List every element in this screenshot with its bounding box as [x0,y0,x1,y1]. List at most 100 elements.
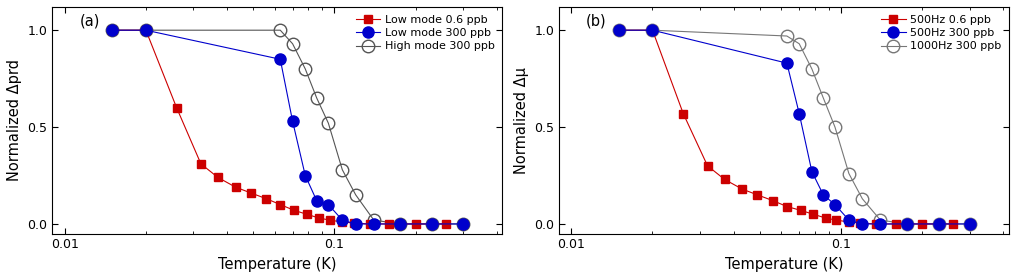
Low mode 300 ppb [368,222,380,226]
500Hz 0.6 ppb [701,164,713,167]
500Hz 0.6 ppb [718,178,731,181]
Low mode 0.6 ppb [274,203,287,206]
1000Hz 300 ppb [843,172,855,175]
High mode 300 ppb [106,28,118,32]
Low mode 0.6 ppb [383,222,395,226]
500Hz 300 ppb [806,170,818,173]
High mode 300 ppb [322,122,334,125]
High mode 300 ppb [287,42,299,45]
Low mode 0.6 ppb [289,209,301,212]
Low mode 300 ppb [350,222,362,226]
X-axis label: Temperature (K): Temperature (K) [218,257,336,272]
500Hz 0.6 ppb [780,205,792,208]
500Hz 300 ppb [829,203,841,206]
Y-axis label: Normalized Δμ: Normalized Δμ [513,67,528,174]
1000Hz 300 ppb [806,67,818,71]
Low mode 0.6 ppb [260,197,272,200]
500Hz 0.6 ppb [843,220,855,224]
500Hz 300 ppb [900,222,912,226]
500Hz 300 ppb [963,222,975,226]
500Hz 0.6 ppb [795,209,807,212]
500Hz 0.6 ppb [808,213,820,216]
Low mode 0.6 ppb [106,28,118,32]
500Hz 300 ppb [793,112,806,115]
Low mode 300 ppb [287,120,299,123]
High mode 300 ppb [336,168,348,171]
500Hz 300 ppb [875,222,887,226]
Low mode 0.6 ppb [245,191,257,195]
Low mode 0.6 ppb [301,213,313,216]
High mode 300 ppb [457,222,469,226]
Low mode 300 ppb [426,222,438,226]
1000Hz 300 ppb [817,96,829,100]
1000Hz 300 ppb [875,218,887,222]
500Hz 0.6 ppb [916,222,929,226]
1000Hz 300 ppb [933,222,945,226]
Low mode 300 ppb [311,199,323,202]
500Hz 0.6 ppb [646,28,658,32]
Low mode 0.6 ppb [195,162,207,165]
500Hz 300 ppb [933,222,945,226]
Y-axis label: Normalized Δprd: Normalized Δprd [7,59,22,181]
Low mode 0.6 ppb [409,222,422,226]
Line: High mode 300 ppb: High mode 300 ppb [106,24,469,230]
Low mode 0.6 ppb [323,218,335,222]
1000Hz 300 ppb [780,34,792,38]
X-axis label: Temperature (K): Temperature (K) [724,257,843,272]
Low mode 300 ppb [140,28,152,32]
500Hz 0.6 ppb [854,221,867,225]
High mode 300 ppb [368,218,380,222]
Legend: 500Hz 0.6 ppb, 500Hz 300 ppb, 1000Hz 300 ppb: 500Hz 0.6 ppb, 500Hz 300 ppb, 1000Hz 300… [879,13,1004,54]
High mode 300 ppb [350,193,362,197]
High mode 300 ppb [299,67,311,71]
High mode 300 ppb [311,96,323,100]
1000Hz 300 ppb [793,42,806,45]
500Hz 300 ppb [780,61,792,65]
500Hz 300 ppb [646,28,658,32]
1000Hz 300 ppb [829,125,841,129]
1000Hz 300 ppb [856,197,869,200]
Legend: Low mode 0.6 ppb, Low mode 300 ppb, High mode 300 ppb: Low mode 0.6 ppb, Low mode 300 ppb, High… [354,13,497,54]
1000Hz 300 ppb [900,222,912,226]
500Hz 300 ppb [856,222,869,226]
500Hz 0.6 ppb [820,217,832,220]
500Hz 0.6 ppb [890,222,902,226]
Low mode 0.6 ppb [364,222,376,226]
500Hz 0.6 ppb [677,112,689,115]
1000Hz 300 ppb [963,222,975,226]
High mode 300 ppb [274,28,287,32]
500Hz 0.6 ppb [752,193,764,197]
Low mode 300 ppb [299,174,311,177]
500Hz 0.6 ppb [830,218,842,222]
Low mode 0.6 ppb [230,186,242,189]
500Hz 0.6 ppb [613,28,625,32]
Low mode 300 ppb [106,28,118,32]
Low mode 0.6 ppb [336,220,348,224]
Line: 1000Hz 300 ppb: 1000Hz 300 ppb [613,24,976,230]
Low mode 0.6 ppb [347,221,360,225]
Line: 500Hz 300 ppb: 500Hz 300 ppb [614,25,975,230]
Line: 500Hz 0.6 ppb: 500Hz 0.6 ppb [615,26,957,228]
1000Hz 300 ppb [646,28,658,32]
Low mode 0.6 ppb [211,176,224,179]
Line: Low mode 300 ppb: Low mode 300 ppb [107,25,468,230]
Low mode 300 ppb [394,222,406,226]
Line: Low mode 0.6 ppb: Low mode 0.6 ppb [108,26,450,228]
500Hz 0.6 ppb [767,199,779,202]
500Hz 300 ppb [613,28,625,32]
500Hz 300 ppb [843,218,855,222]
Text: (b): (b) [586,14,607,29]
High mode 300 ppb [426,222,438,226]
Low mode 300 ppb [457,222,469,226]
500Hz 0.6 ppb [947,222,959,226]
Low mode 300 ppb [274,57,287,61]
1000Hz 300 ppb [613,28,625,32]
Low mode 0.6 ppb [313,217,325,220]
500Hz 0.6 ppb [870,222,882,226]
Low mode 0.6 ppb [171,106,183,109]
Low mode 0.6 ppb [440,222,452,226]
Low mode 300 ppb [336,218,348,222]
Low mode 300 ppb [322,203,334,206]
500Hz 300 ppb [817,193,829,197]
High mode 300 ppb [140,28,152,32]
